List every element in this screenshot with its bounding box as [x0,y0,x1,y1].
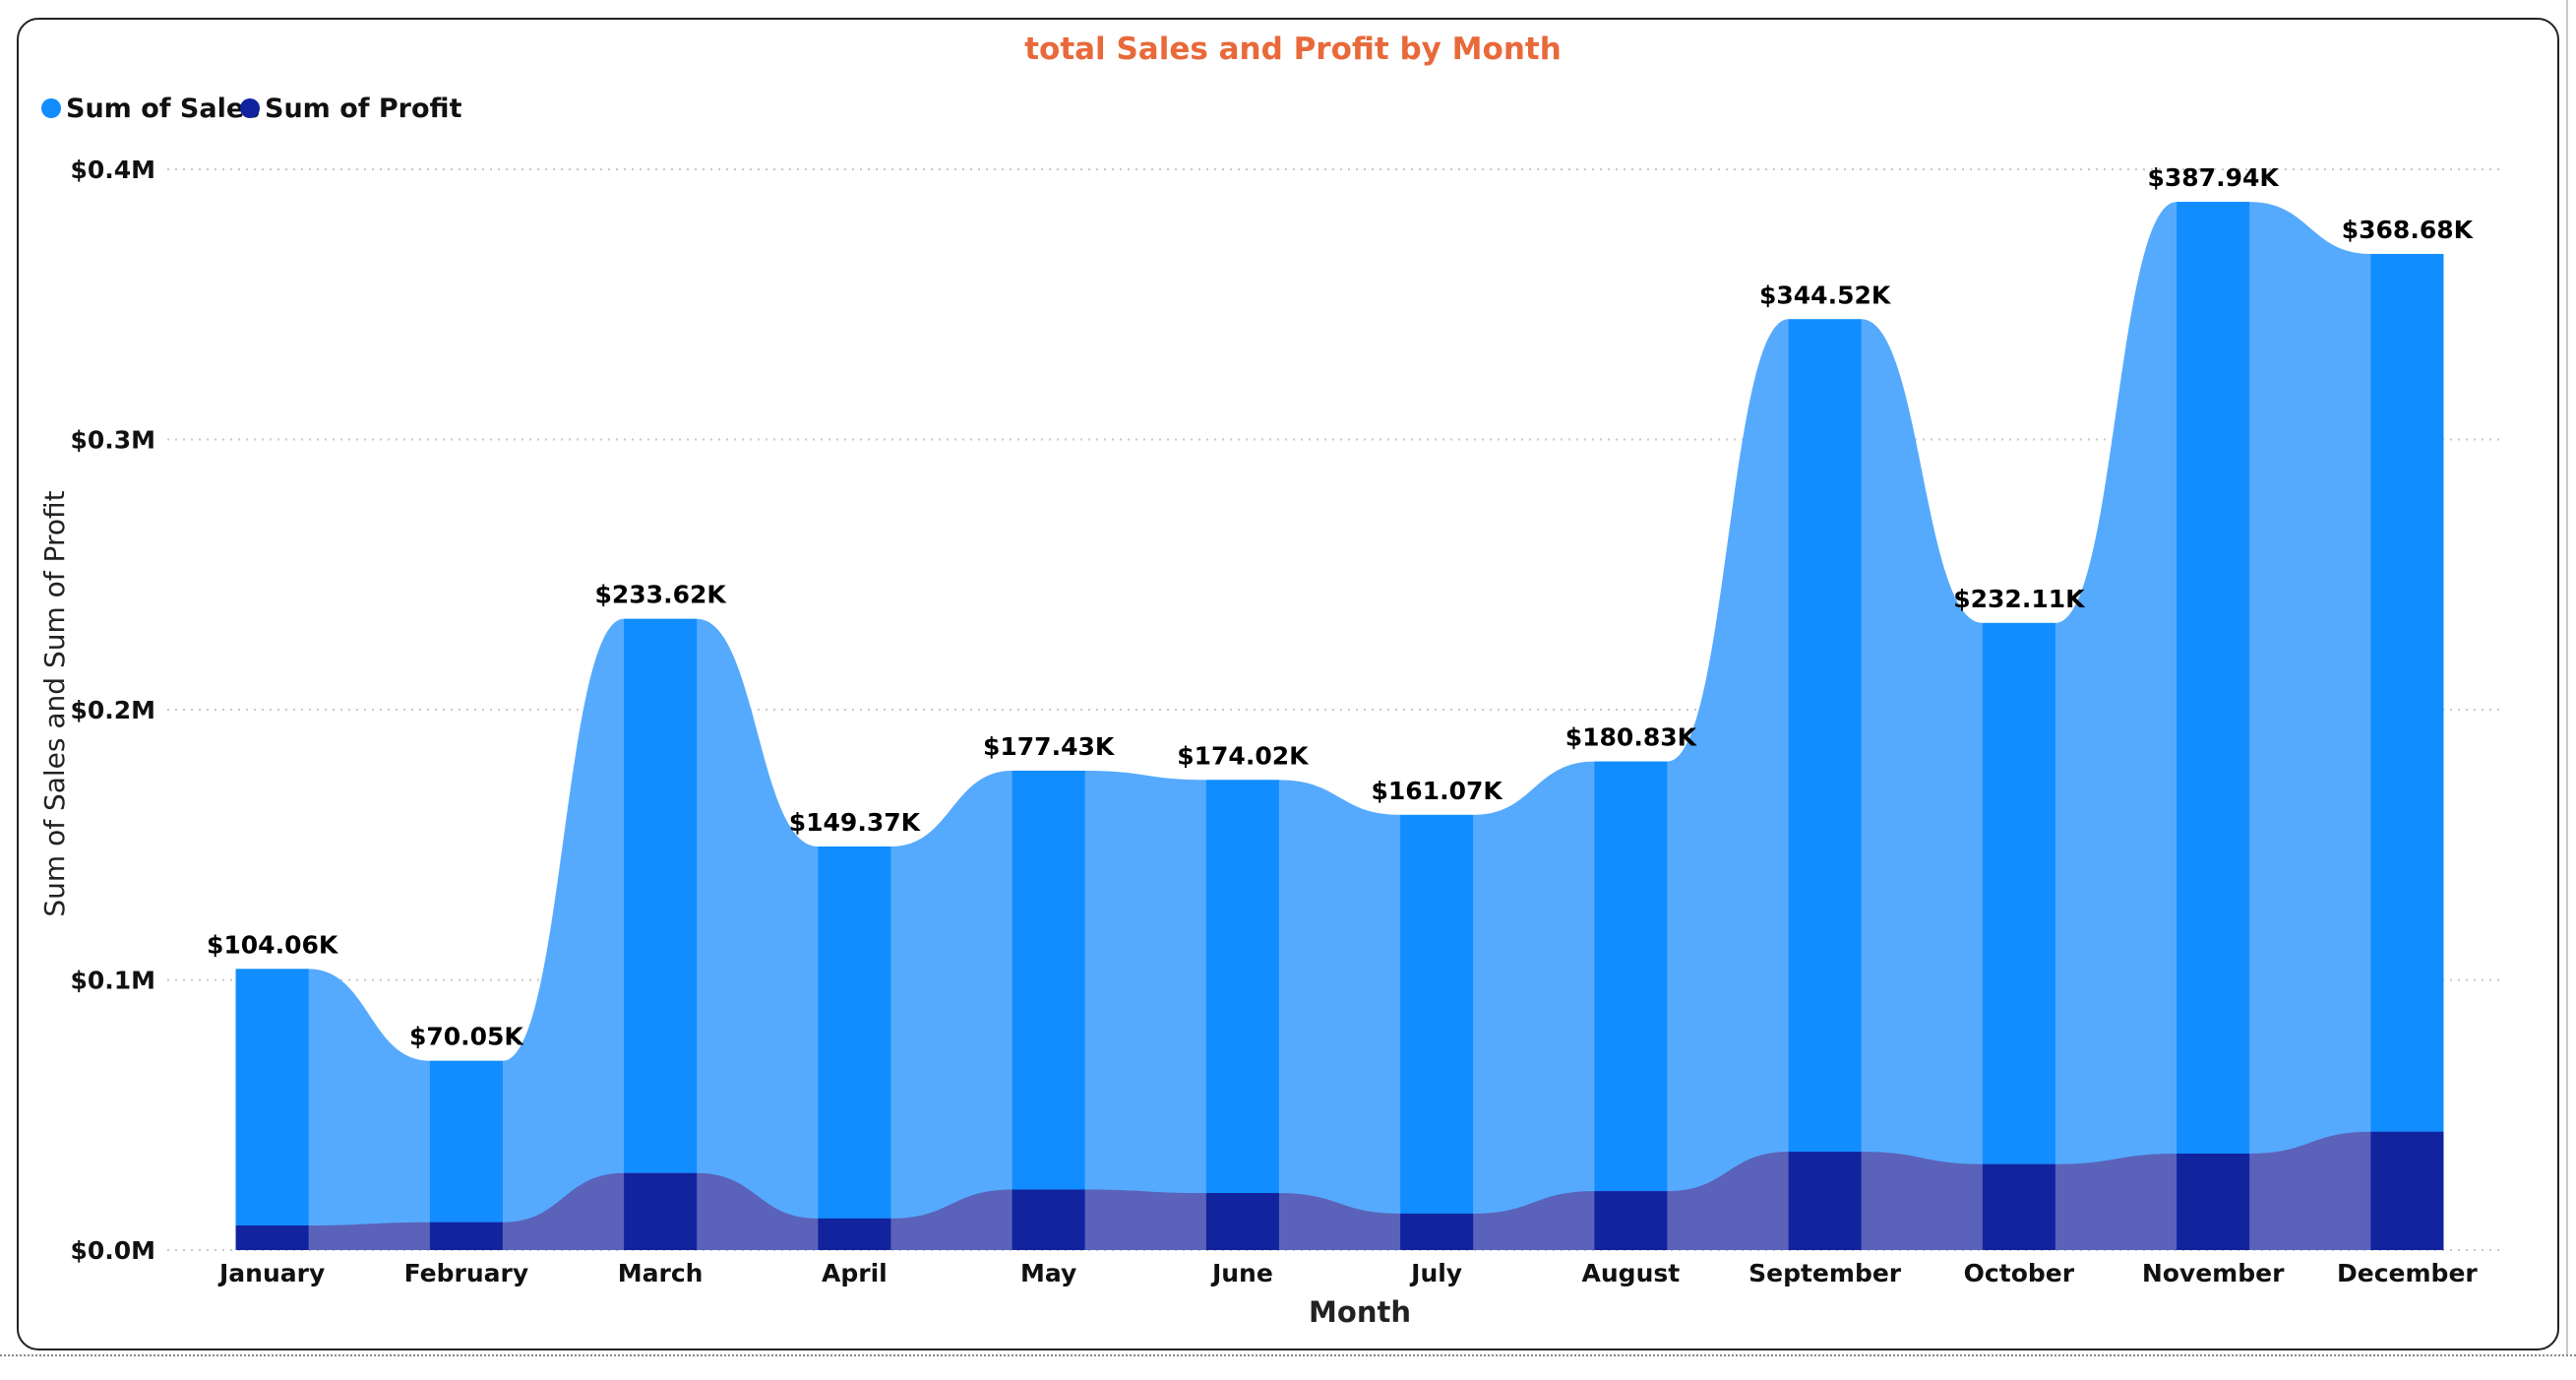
legend-label-sales[interactable]: Sum of Sales [66,94,260,124]
profit-bar[interactable] [624,1172,698,1250]
profit-bar[interactable] [1012,1189,1085,1250]
sales-bars [235,202,2444,1250]
x-tick-label: November [2142,1259,2285,1287]
sales-bar[interactable] [1594,761,1668,1250]
sales-bar[interactable] [624,618,698,1250]
chart-title: total Sales and Profit by Month [1024,31,1562,67]
profit-bar[interactable] [1205,1193,1279,1250]
page-bottom-divider [0,1354,2576,1356]
sales-bar[interactable] [1400,814,1474,1250]
profit-bar[interactable] [2177,1154,2250,1250]
page-edge-rule [2566,0,2568,1354]
sales-area-layer [235,202,2444,1250]
sales-bar[interactable] [429,1060,503,1250]
sales-data-label: $70.05K [409,1023,524,1051]
sales-data-label: $104.06K [207,930,339,959]
sales-bar[interactable] [1982,622,2055,1250]
sales-bar[interactable] [235,969,309,1250]
profit-bar[interactable] [235,1225,309,1250]
y-tick-label: $0.4M [70,156,155,184]
sales-bar[interactable] [1012,770,1085,1250]
legend: Sum of Sales Sum of Profit [41,94,462,124]
profit-area-layer [235,1131,2444,1250]
legend-label-profit[interactable]: Sum of Profit [265,94,462,124]
y-axis-ticks: $0.0M $0.1M $0.2M $0.3M $0.4M [70,156,155,1265]
profit-bar[interactable] [2370,1131,2444,1250]
x-tick-label: March [618,1259,704,1287]
sales-data-label: $232.11K [1953,585,2086,613]
y-tick-label: $0.1M [70,967,155,995]
profit-bars [235,1131,2444,1250]
y-axis-title: Sum of Sales and Sum of Profit [38,490,71,916]
profit-bar[interactable] [818,1218,891,1250]
sales-data-label: $174.02K [1177,741,1310,770]
profit-bar[interactable] [429,1222,503,1250]
profit-bar[interactable] [1594,1191,1668,1250]
x-tick-label: January [217,1259,325,1287]
x-tick-label: August [1582,1259,1681,1287]
sales-data-label: $368.68K [2342,216,2475,244]
y-tick-label: $0.2M [70,696,155,724]
sales-bar[interactable] [818,846,891,1250]
data-labels: $104.06K $70.05K $233.62K $149.37K $177.43K $… [207,163,2475,1051]
x-tick-label: July [1409,1259,1462,1287]
x-tick-label: December [2337,1259,2478,1287]
legend-marker-sales [41,98,61,118]
sales-data-label: $180.83K [1565,723,1698,752]
profit-bar[interactable] [1400,1213,1474,1250]
legend-marker-profit [240,98,260,118]
y-tick-label: $0.3M [70,426,155,455]
sales-bar[interactable] [2177,202,2250,1250]
x-tick-label: June [1210,1259,1273,1287]
x-tick-label: October [1964,1259,2075,1287]
profit-ribbon [235,1131,2444,1250]
sales-data-label: $177.43K [983,732,1116,761]
sales-data-label: $344.52K [1759,281,1892,309]
x-axis-ticks: January February March April May June July Augu… [217,1259,2478,1287]
sales-data-label: $149.37K [789,808,922,837]
sales-ribbon [235,202,2444,1250]
x-tick-label: May [1020,1259,1076,1287]
sales-bar[interactable] [2370,253,2444,1250]
x-tick-label: February [404,1259,529,1287]
profit-bar[interactable] [1788,1152,1862,1250]
sales-data-label: $161.07K [1372,777,1504,805]
x-tick-label: April [822,1259,888,1287]
y-tick-label: $0.0M [70,1236,155,1265]
x-axis-title: Month [1309,1295,1411,1329]
profit-bar[interactable] [1982,1163,2055,1250]
x-tick-label: September [1748,1259,1902,1287]
sales-bar[interactable] [1788,319,1862,1250]
sales-data-label: $387.94K [2148,163,2281,192]
sales-data-label: $233.62K [595,581,728,609]
sales-bar[interactable] [1205,780,1279,1250]
